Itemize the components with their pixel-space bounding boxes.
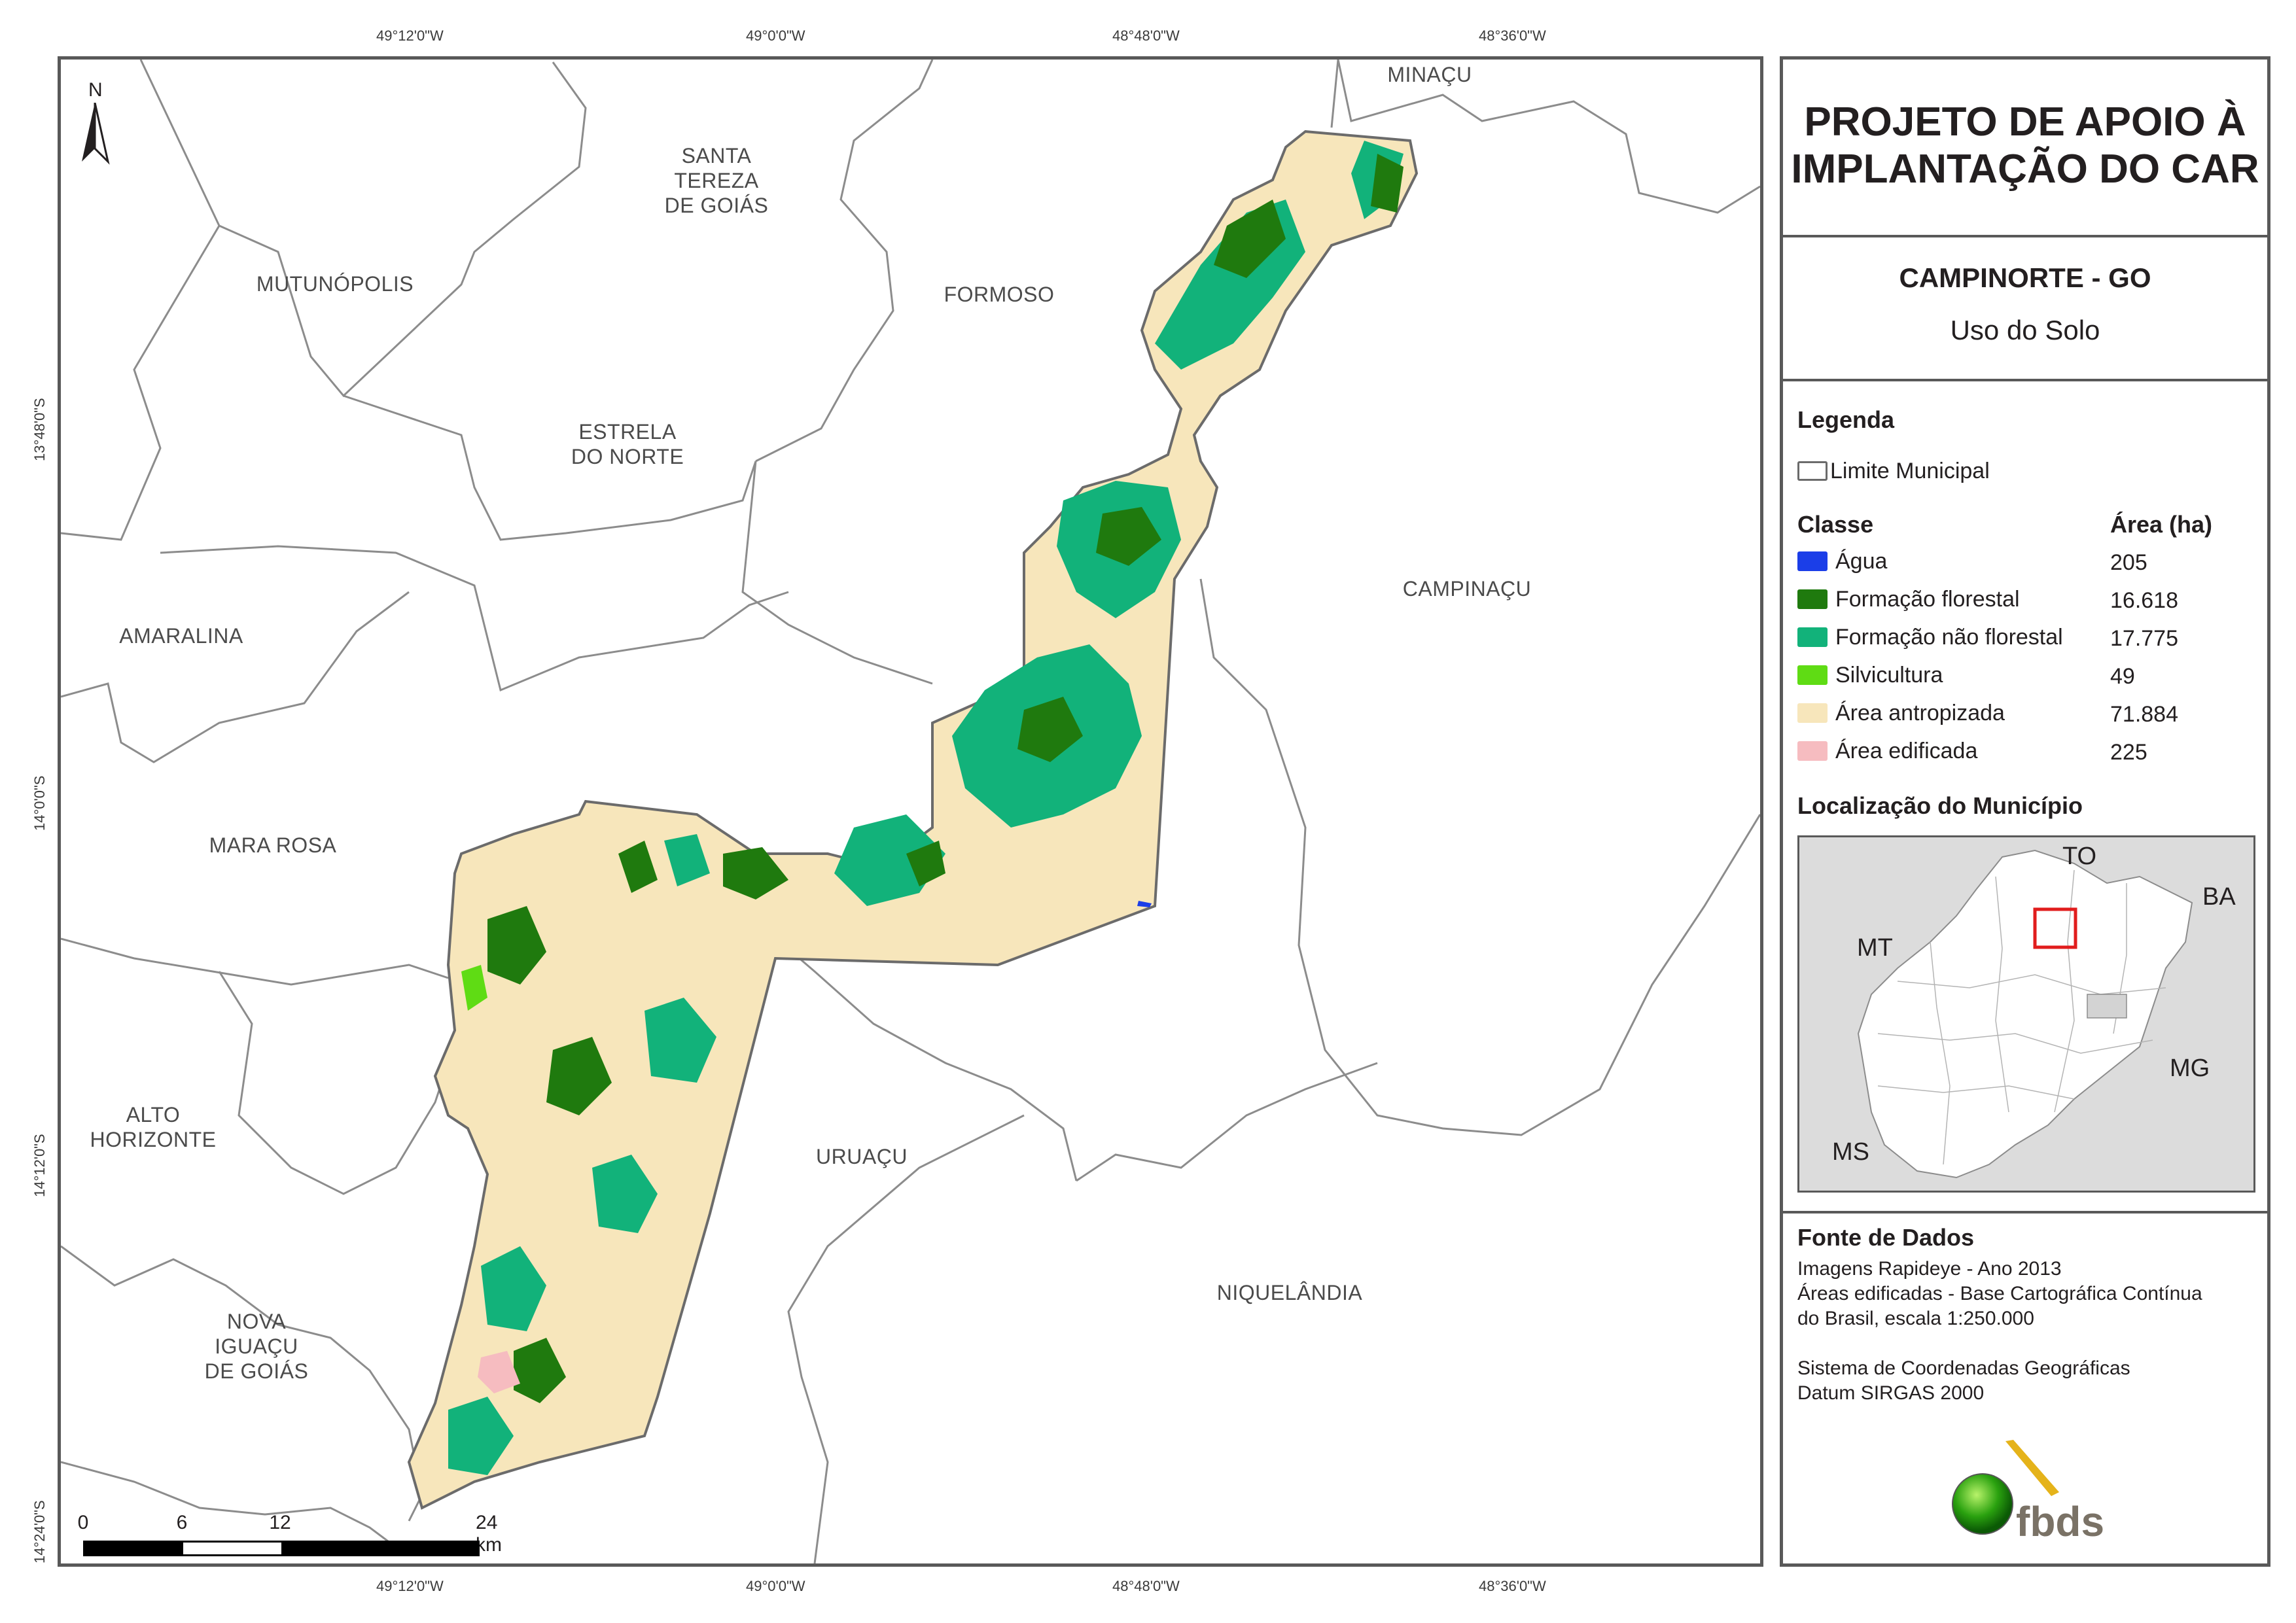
silviculture-patch: [461, 965, 487, 1011]
legend-label-forest: Formação florestal: [1835, 587, 2020, 612]
area-header: Área (ha): [2110, 511, 2213, 538]
legend-label-built: Área edificada: [1835, 739, 1978, 763]
built-swatch: [1797, 741, 1828, 761]
coord-bottom-3: 48°48'0"W: [1112, 1578, 1180, 1594]
legend-label-anthropized: Área antropizada: [1835, 701, 2005, 725]
coord-left-4: 14°24'0"S: [31, 1500, 48, 1563]
coord-bottom-4: 48°36'0"W: [1479, 1578, 1546, 1594]
divider-2: [1783, 379, 2267, 381]
municipality-title: CAMPINORTE - GO: [1899, 262, 2151, 293]
state-label-mt: MT: [1857, 934, 1893, 962]
divider-1: [1783, 235, 2267, 237]
label-campinacu: CAMPINAÇU: [1402, 577, 1532, 601]
scale-bar-graphic: [83, 1541, 480, 1556]
legend-heading: Legenda: [1797, 406, 1895, 433]
sources-heading: Fonte de Dados: [1797, 1224, 1975, 1251]
logo-text: fbds: [2016, 1498, 2105, 1545]
map-frame[interactable]: MINAÇU SANTA TEREZA DE GOIÁS MUTUNÓPOLIS…: [58, 56, 1763, 1567]
label-estrela-do-norte: ESTRELA DO NORTE: [571, 420, 684, 468]
crs-text: Sistema de Coordenadas Geográficas Datum…: [1797, 1357, 2130, 1404]
coord-top-3: 48°48'0"W: [1112, 27, 1180, 44]
coord-bottom-2: 49°0'0"W: [746, 1578, 805, 1594]
scale-label-6: 6: [176, 1512, 188, 1533]
fbds-logo: fbds: [1940, 1440, 2136, 1545]
anthropized-swatch: [1797, 703, 1828, 723]
non-forest-swatch: [1797, 627, 1828, 647]
divider-3: [1783, 1211, 2267, 1213]
map-theme: Uso do Solo: [1950, 315, 2100, 345]
label-amaralina: AMARALINA: [119, 624, 243, 648]
legend-area-forest: 16.618: [2110, 588, 2178, 613]
campinorte-polygon: [407, 130, 1419, 1510]
goias-state-map: [1857, 849, 2193, 1179]
legend-area-silviculture: 49: [2110, 664, 2135, 689]
boundary-swatch: [1797, 461, 1828, 481]
class-header: Classe: [1797, 511, 1874, 538]
legend-area-anthropized: 71.884: [2110, 702, 2178, 727]
built-area-patch: [478, 1351, 520, 1393]
legend-area-non-forest: 17.775: [2110, 626, 2178, 651]
label-niquelandia: NIQUELÂNDIA: [1216, 1281, 1363, 1304]
water-swatch: [1797, 551, 1828, 571]
label-nova-iguacu: NOVA IGUAÇU DE GOIÁS: [204, 1310, 309, 1383]
coord-left-1: 13°48'0"S: [31, 398, 48, 461]
north-arrow-icon: [82, 103, 110, 165]
municipal-boundaries: [61, 60, 1760, 1563]
state-label-to: TO: [2062, 843, 2097, 870]
label-formoso: FORMOSO: [944, 283, 1055, 306]
silviculture-swatch: [1797, 665, 1828, 685]
state-label-mg: MG: [2170, 1055, 2210, 1082]
sources-text: Imagens Rapideye - Ano 2013 Áreas edific…: [1797, 1258, 2202, 1329]
label-mara-rosa: MARA ROSA: [209, 833, 337, 857]
legend-label-silviculture: Silvicultura: [1835, 663, 1943, 688]
legend-area-built: 225: [2110, 740, 2147, 765]
label-santa-tereza: SANTA TEREZA DE GOIÁS: [664, 144, 769, 217]
north-arrow: N: [75, 79, 121, 165]
scale-label-12: 12: [269, 1512, 291, 1533]
scale-label-24: 24 km: [476, 1512, 503, 1556]
forest-swatch: [1797, 589, 1828, 609]
label-mutunopolis: MUTUNÓPOLIS: [256, 272, 414, 296]
map-canvas: [61, 60, 1760, 1563]
state-label-ba: BA: [2202, 883, 2236, 911]
scale-label-0: 0: [77, 1512, 89, 1533]
location-inset-map: TO BA MT MG MS: [1797, 835, 2255, 1193]
coord-left-2: 14°0'0"S: [31, 775, 48, 831]
forest-patches: [487, 154, 1404, 1403]
north-label: N: [88, 79, 103, 101]
coord-top-4: 48°36'0"W: [1479, 27, 1546, 44]
anthropized-area: [407, 130, 1419, 1510]
page-title: PROJETO DE APOIO À IMPLANTAÇÃO DO CAR: [1791, 99, 2259, 192]
legend-label-non-forest: Formação não florestal: [1835, 625, 2063, 650]
legend-label-water: Água: [1835, 549, 1888, 574]
label-minacu: MINAÇU: [1387, 63, 1472, 86]
info-panel: PROJETO DE APOIO À IMPLANTAÇÃO DO CAR CA…: [1780, 56, 2270, 1567]
coord-left-3: 14°12'0"S: [31, 1134, 48, 1197]
scale-bar: 0 6 12 24 km: [77, 1512, 503, 1558]
boundary-label: Limite Municipal: [1830, 459, 1990, 483]
coord-top-1: 49°12'0"W: [376, 27, 444, 44]
coord-bottom-1: 49°12'0"W: [376, 1578, 444, 1594]
label-uruacu: URUAÇU: [816, 1145, 908, 1168]
label-alto-horizonte: ALTO HORIZONTE: [90, 1103, 217, 1151]
state-label-ms: MS: [1832, 1138, 1869, 1166]
water-patch: [1137, 901, 1152, 907]
legend-area-water: 205: [2110, 550, 2147, 575]
fbds-logo-icon: [1952, 1440, 2059, 1535]
coord-top-2: 49°0'0"W: [746, 27, 805, 44]
location-highlight-box: [2033, 907, 2077, 949]
location-heading: Localização do Município: [1797, 792, 2083, 819]
